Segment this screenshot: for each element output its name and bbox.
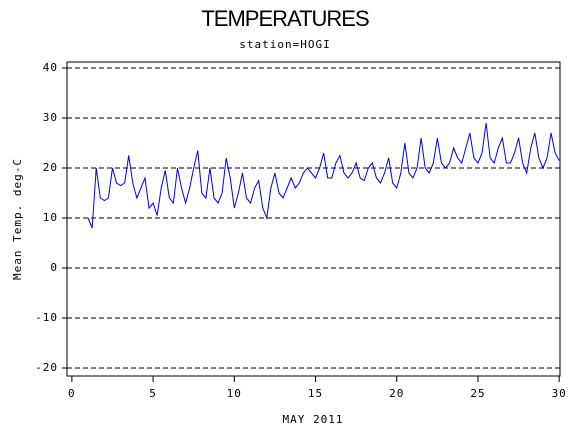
x-tick-label: 10 — [227, 387, 242, 400]
data-line — [87, 122, 560, 229]
plot-frame — [66, 61, 561, 377]
x-tick-label: 20 — [389, 387, 404, 400]
x-tick-label: 25 — [470, 387, 485, 400]
x-tick-label: 30 — [552, 387, 567, 400]
chart-title: TEMPERATURES — [201, 6, 369, 31]
y-tick-label: 20 — [43, 161, 58, 174]
x-tick-label: 15 — [308, 387, 323, 400]
chart-subtitle: station=HOGI — [239, 38, 330, 51]
x-tick-label: 0 — [68, 387, 76, 400]
y-tick-label: -10 — [35, 311, 58, 324]
x-tick-label: 5 — [149, 387, 157, 400]
y-tick-label: 10 — [43, 211, 58, 224]
x-axis-label: MAY 2011 — [283, 413, 344, 426]
y-tick-label: 0 — [50, 261, 58, 274]
y-axis-label: Mean Temp. deg-C — [11, 158, 24, 280]
y-tick-label: -20 — [35, 361, 58, 374]
y-tick-label: 30 — [43, 111, 58, 124]
y-tick-label: 40 — [43, 61, 58, 74]
